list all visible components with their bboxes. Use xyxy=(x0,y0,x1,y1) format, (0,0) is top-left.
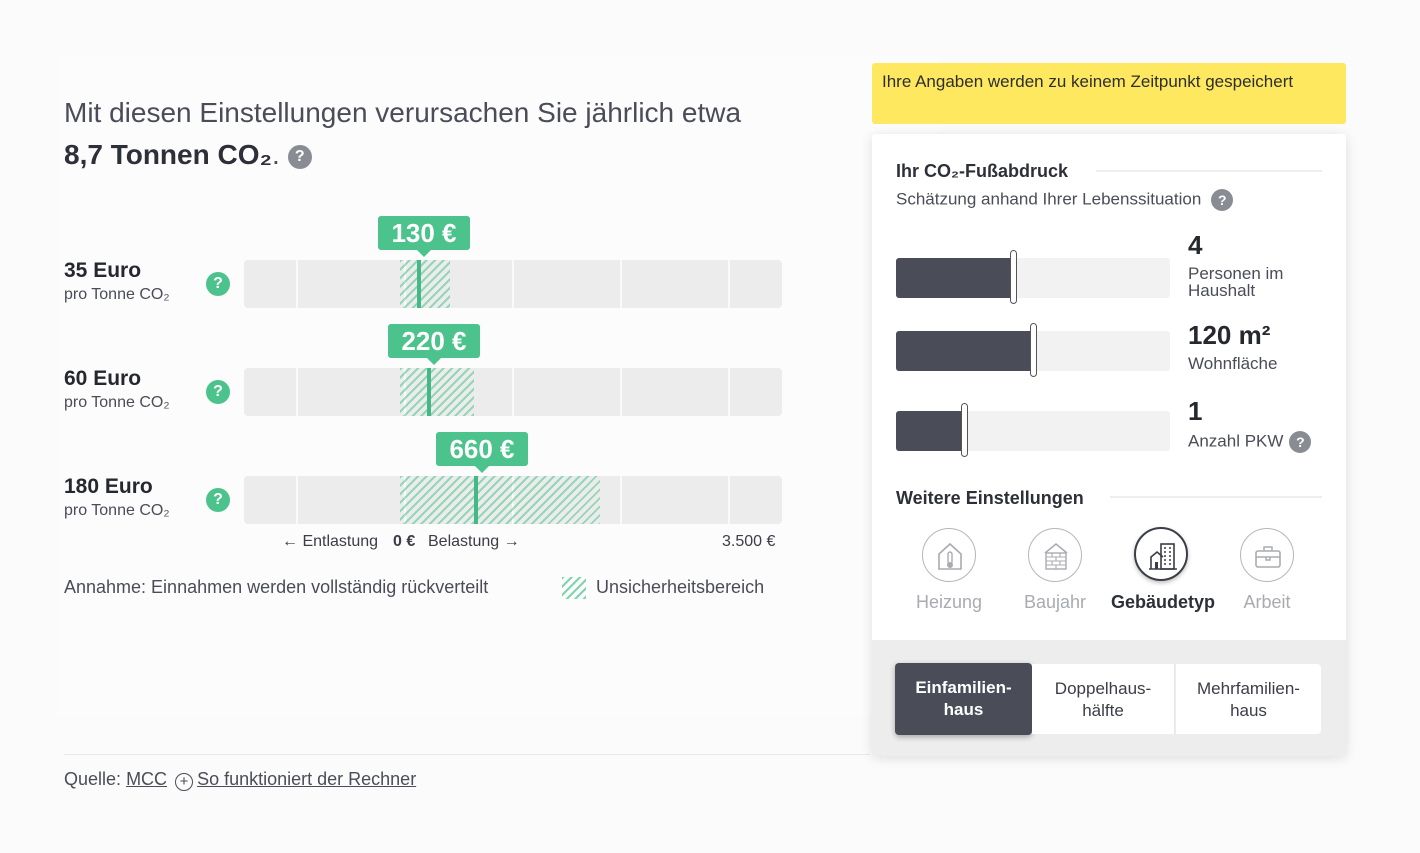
how-it-works-link[interactable]: So funktioniert der Rechner xyxy=(197,769,417,789)
cars-slider[interactable] xyxy=(896,403,1170,457)
persons-value: 4 xyxy=(1188,230,1203,260)
help-icon[interactable]: ? xyxy=(206,272,230,296)
row-label-35: 35 Euro pro Tonne CO₂ xyxy=(64,258,170,306)
uncertainty-legend-swatch xyxy=(562,577,586,599)
heating-label: Heizung xyxy=(915,592,983,612)
axis-max-label: 3.500 € xyxy=(722,533,776,550)
more-settings-title: Weitere Einstellungen xyxy=(896,488,1084,508)
price-label: 35 Euro xyxy=(64,259,142,282)
unit-label: pro Tonne CO₂ xyxy=(64,394,170,411)
uncertainty-legend-label: Unsicherheitsbereich xyxy=(596,577,765,597)
buildings-icon xyxy=(1149,543,1177,570)
panel-subtitle: Schätzung anhand Ihrer Lebenssituation? xyxy=(896,189,1234,211)
source-link[interactable]: MCC xyxy=(126,769,168,789)
slider-handle[interactable] xyxy=(1010,250,1017,304)
source-label: Quelle: xyxy=(64,769,122,789)
uncertainty-zone xyxy=(400,260,450,308)
slider-handle[interactable] xyxy=(961,403,968,457)
headline-suffix: . xyxy=(271,139,280,170)
work-label: Arbeit xyxy=(1243,592,1291,612)
row-label-180: 180 Euro pro Tonne CO₂ xyxy=(64,474,170,522)
cost-marker xyxy=(474,476,478,524)
single-family-option[interactable]: Einfamilien- haus xyxy=(895,663,1032,735)
heating-button[interactable] xyxy=(922,528,976,582)
uncertainty-zone xyxy=(400,368,474,416)
price-label: 60 Euro xyxy=(64,367,142,390)
plus-circle-icon[interactable]: + xyxy=(175,773,194,791)
slider-handle[interactable] xyxy=(1030,323,1037,377)
assumption-note: Annahme: Einnahmen werden vollständig rü… xyxy=(64,577,489,597)
persons-label: Personen im Haushalt xyxy=(1188,264,1284,300)
axis-zero-label: 0 € xyxy=(393,533,416,550)
row-label-60: 60 Euro pro Tonne CO₂ xyxy=(64,366,170,414)
axis-left-label: ← Entlastung xyxy=(282,533,379,550)
building-type-label: Gebäudetyp xyxy=(1111,592,1216,612)
cars-label: Anzahl PKW? xyxy=(1188,431,1312,453)
help-icon[interactable]: ? xyxy=(287,144,312,169)
price-label: 180 Euro xyxy=(64,475,153,498)
briefcase-icon xyxy=(1255,546,1281,568)
cost-badge: 220 € xyxy=(388,324,480,365)
multi-family-option[interactable]: Mehrfamilien- haus xyxy=(1176,664,1321,734)
cost-badge: 660 € xyxy=(436,432,528,473)
uncertainty-zone xyxy=(400,476,600,524)
construction-year-button[interactable] xyxy=(1028,528,1082,582)
work-button[interactable] xyxy=(1240,528,1294,582)
semi-detached-option[interactable]: Doppelhaus- hälfte xyxy=(1032,664,1175,734)
living-area-slider[interactable] xyxy=(896,323,1170,377)
cost-badge: 130 € xyxy=(378,216,470,257)
axis-right-label: Belastung → xyxy=(428,533,520,550)
result-headline: Mit diesen Einstellungen verursachen Sie… xyxy=(64,92,784,176)
cars-value: 1 xyxy=(1188,396,1203,426)
brick-house-icon xyxy=(1044,542,1068,570)
panel-title: Ihr CO₂-Fußabdruck xyxy=(896,161,1069,181)
help-icon[interactable]: ? xyxy=(1211,189,1234,211)
living-area-value: 120 m² xyxy=(1188,320,1271,350)
headline-amount: 8,7 Tonnen CO₂ xyxy=(64,139,272,170)
persons-slider[interactable] xyxy=(896,250,1170,304)
cost-marker xyxy=(417,260,421,308)
unit-label: pro Tonne CO₂ xyxy=(64,286,170,303)
cost-bar-180 xyxy=(244,476,782,524)
living-area-label: Wohnfläche xyxy=(1188,354,1278,373)
construction-year-label: Baujahr xyxy=(1023,592,1087,612)
help-icon[interactable]: ? xyxy=(206,380,230,404)
cost-bar-60 xyxy=(244,368,782,416)
cost-bar-35 xyxy=(244,260,782,308)
headline-prefix: Mit diesen Einstellungen verursachen Sie… xyxy=(64,97,742,128)
divider xyxy=(64,754,870,755)
help-icon[interactable]: ? xyxy=(206,488,230,512)
house-thermometer-icon xyxy=(938,542,962,570)
source-line: Quelle: MCC + So funktioniert der Rechner xyxy=(64,769,416,791)
building-type-button[interactable] xyxy=(1134,527,1188,581)
cost-marker xyxy=(427,368,431,416)
unit-label: pro Tonne CO₂ xyxy=(64,502,170,519)
help-icon[interactable]: ? xyxy=(1289,431,1312,453)
privacy-notice: Ihre Angaben werden zu keinem Zeitpunkt … xyxy=(872,63,1346,124)
